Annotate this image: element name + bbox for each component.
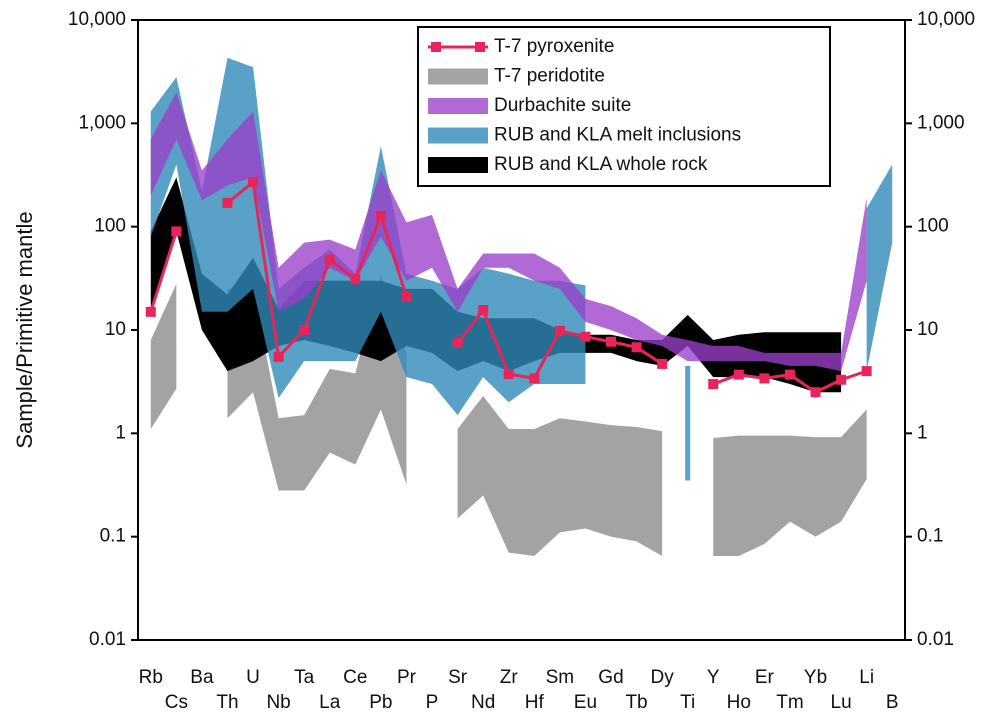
data-point [248,177,259,188]
data-point [529,373,540,384]
y-axis-label: Sample/Primitive mantle [12,211,37,448]
legend-swatch [428,127,488,144]
data-point [171,226,182,237]
x-tick-label: U [246,667,260,688]
x-tick-label: Eu [574,692,597,713]
x-tick-label: Dy [650,667,674,688]
x-tick-label: Pb [369,692,392,713]
y-tick-label: 100 [94,216,126,237]
x-tick-label: Sm [546,667,575,688]
x-tick-label: Gd [598,667,623,688]
y2-tick-label: 10,000 [917,9,975,30]
legend-label: RUB and KLA whole rock [494,154,708,175]
data-point [222,197,233,208]
legend-swatch [475,42,485,52]
range-band [685,365,691,481]
data-line [226,179,408,361]
x-tick-label: Tm [776,692,803,713]
y2-tick-label: 1 [917,422,928,443]
x-tick-label: Nb [266,692,290,713]
data-point [733,369,744,380]
range-band [457,395,663,556]
legend-label: T-7 peridotite [494,66,605,87]
range-band [150,283,177,430]
data-point [299,325,310,335]
x-tick-label: Tb [625,692,647,713]
y2-tick-label: 0.1 [917,526,943,547]
range-band [866,164,893,372]
plot-area [145,57,893,556]
data-point [375,210,386,221]
x-tick-label: Nd [471,692,495,713]
x-tick-label: Ho [727,692,751,713]
x-tick-label: Ce [343,667,367,688]
y-tick-label: 0.1 [100,526,126,547]
y2-tick-label: 10 [917,319,938,340]
data-point [324,254,335,265]
x-tick-label: Rb [139,667,163,688]
x-tick-label: Lu [831,692,852,713]
x-tick-label: Hf [525,692,545,713]
x-tick-label: Ta [294,667,315,688]
data-point [401,291,412,302]
data-point [350,274,361,285]
data-point [554,325,565,336]
legend-label: T-7 pyroxenite [494,36,614,57]
data-point [708,379,719,390]
x-tick-label: Zr [500,667,519,688]
data-point [631,342,642,353]
y-tick-label: 1,000 [78,112,126,133]
y-tick-label: 0.01 [89,629,126,650]
data-point [478,305,489,316]
data-point [657,358,668,369]
data-point [836,374,847,385]
x-tick-label: Pr [397,667,417,688]
legend-swatch [428,68,488,85]
range-band [713,409,867,556]
x-tick-label: Sr [448,667,468,688]
x-tick-label: B [886,692,899,713]
legend-swatch [428,98,488,114]
legend-swatch [431,42,441,52]
x-tick-label: Cs [165,692,188,713]
data-point [273,351,284,362]
x-tick-label: Ba [190,667,214,688]
data-line [149,230,178,313]
y2-tick-label: 0.01 [917,629,954,650]
x-tick-label: Li [859,667,874,688]
y2-tick-label: 1,000 [917,112,965,133]
y-tick-label: 1 [115,422,126,443]
data-point [145,306,156,317]
x-tick-label: Yb [804,667,827,688]
data-point [580,331,591,342]
x-tick-label: La [319,692,341,713]
y-tick-label: 10,000 [68,9,126,30]
y-tick-label: 10 [105,319,126,340]
x-tick-label: Ti [680,692,695,713]
x-tick-label: P [426,692,439,713]
x-tick-label: Th [216,692,238,713]
data-point [784,369,795,380]
data-point [759,373,770,384]
legend-label: Durbachite suite [494,95,631,116]
data-point [861,366,872,377]
data-point [605,336,616,347]
range-band [227,273,407,491]
legend-label: RUB and KLA melt inclusions [494,125,741,146]
legend-swatch [428,157,488,173]
data-point [810,387,821,398]
x-tick-label: Y [707,667,720,688]
y2-tick-label: 100 [917,216,949,237]
data-point [452,337,463,348]
x-tick-label: Er [755,667,775,688]
data-point [503,369,514,380]
